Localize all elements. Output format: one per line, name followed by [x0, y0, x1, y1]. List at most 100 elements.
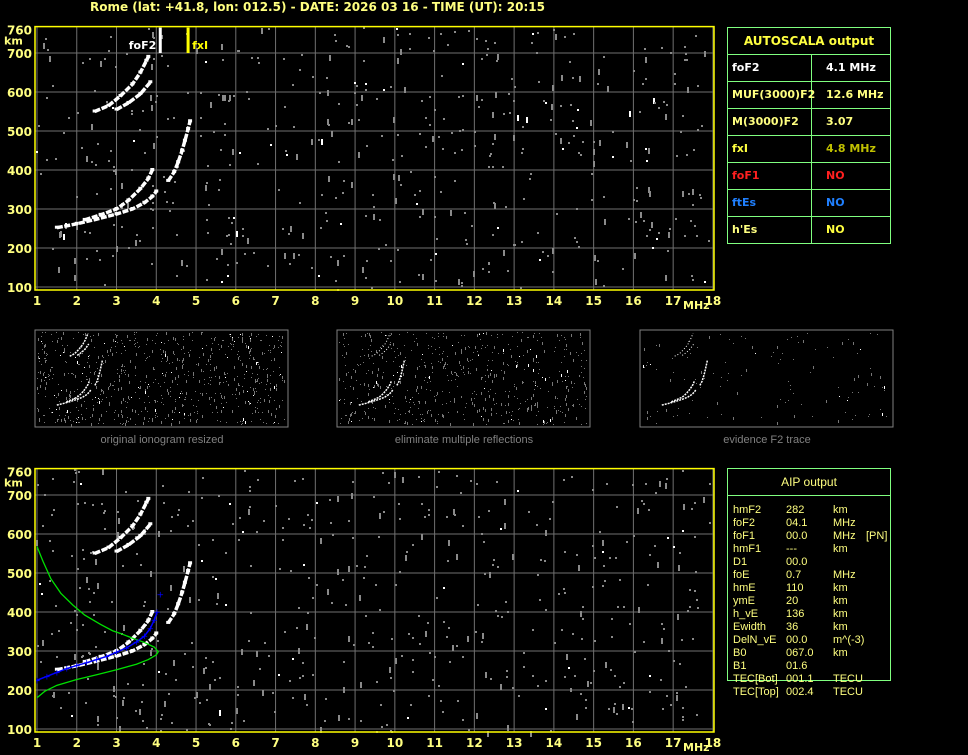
noise-point: [399, 281, 401, 283]
noise-point: [122, 700, 124, 706]
echo-point: [138, 512, 143, 516]
noise-point: [378, 536, 380, 538]
noise-point: [280, 374, 281, 375]
noise-point: [443, 333, 444, 334]
noise-point: [633, 199, 635, 201]
noise-point: [672, 358, 673, 359]
noise-point: [481, 377, 482, 380]
noise-point: [136, 353, 137, 356]
noise-point: [152, 202, 154, 204]
noise-point: [123, 697, 125, 699]
noise-point: [458, 279, 460, 285]
noise-point: [86, 156, 88, 162]
noise-point: [358, 119, 360, 121]
noise-point: [334, 34, 336, 36]
noise-point: [371, 351, 372, 352]
noise-point: [232, 338, 233, 341]
noise-point: [234, 366, 235, 369]
noise-point: [488, 510, 490, 512]
noise-point: [351, 402, 352, 403]
x-tick-label: 9: [351, 294, 359, 308]
noise-point: [348, 520, 350, 522]
noise-point: [286, 154, 288, 156]
noise-point: [496, 60, 498, 62]
noise-point: [267, 265, 269, 267]
noise-point: [339, 400, 340, 401]
noise-point: [665, 483, 667, 489]
noise-point: [161, 354, 162, 355]
aip-value: 282: [786, 504, 805, 516]
noise-point: [163, 176, 165, 178]
noise-point: [416, 203, 418, 205]
noise-point: [612, 156, 614, 158]
noise-point: [242, 337, 243, 340]
noise-point: [165, 351, 166, 354]
noise-point: [42, 349, 43, 350]
noise-point: [266, 384, 267, 385]
noise-point: [524, 369, 525, 370]
noise-point: [160, 718, 162, 720]
noise-point: [418, 408, 419, 409]
noise-point: [401, 365, 402, 368]
noise-point: [630, 160, 632, 162]
aip-value: 0.7: [786, 569, 802, 581]
noise-point: [76, 422, 77, 423]
noise-point: [124, 372, 125, 373]
noise-point: [175, 679, 177, 681]
noise-point: [181, 349, 182, 350]
noise-point: [260, 340, 261, 341]
noise-point: [360, 356, 361, 357]
noise-point: [687, 610, 689, 612]
noise-point: [536, 415, 537, 416]
noise-point: [634, 651, 636, 653]
noise-point: [483, 333, 484, 334]
noise-point: [536, 52, 538, 54]
noise-point: [190, 350, 191, 351]
noise-point: [492, 360, 493, 361]
noise-point: [534, 389, 535, 390]
noise-point: [566, 395, 567, 396]
x-tick-label: 8: [311, 294, 319, 308]
noise-point: [728, 373, 729, 374]
noise-point: [348, 372, 349, 373]
noise-point: [436, 238, 438, 240]
noise-point: [152, 185, 154, 187]
noise-point: [275, 505, 277, 507]
noise-point: [612, 131, 614, 133]
noise-point: [142, 720, 144, 722]
noise-point: [113, 385, 114, 386]
noise-point: [144, 152, 146, 154]
noise-point: [118, 518, 120, 524]
noise-point: [361, 95, 363, 101]
aip-value: 00.0: [786, 634, 808, 646]
aip-unit: km: [833, 543, 848, 555]
noise-point: [249, 506, 251, 508]
noise-point: [451, 380, 452, 381]
noise-point: [103, 357, 104, 358]
noise-point: [475, 346, 476, 349]
noise-point: [82, 549, 84, 551]
noise-point: [430, 390, 431, 391]
noise-point: [815, 349, 816, 350]
noise-point: [502, 166, 504, 168]
noise-point: [338, 161, 340, 163]
noise-point: [49, 375, 50, 376]
echo-point: [114, 107, 119, 111]
noise-point: [603, 56, 605, 58]
noise-point: [320, 727, 322, 733]
noise-point: [272, 336, 273, 337]
noise-point: [175, 399, 176, 400]
noise-point: [160, 386, 161, 387]
noise-point: [733, 343, 734, 344]
noise-point: [562, 412, 563, 413]
noise-point: [250, 338, 251, 339]
noise-point: [429, 652, 431, 654]
echo-point: [130, 207, 135, 210]
noise-point: [459, 130, 461, 132]
noise-point: [537, 232, 539, 234]
noise-point: [422, 414, 423, 415]
noise-point: [258, 400, 259, 401]
noise-point: [648, 187, 650, 193]
noise-point: [86, 408, 87, 409]
noise-point: [364, 355, 365, 356]
